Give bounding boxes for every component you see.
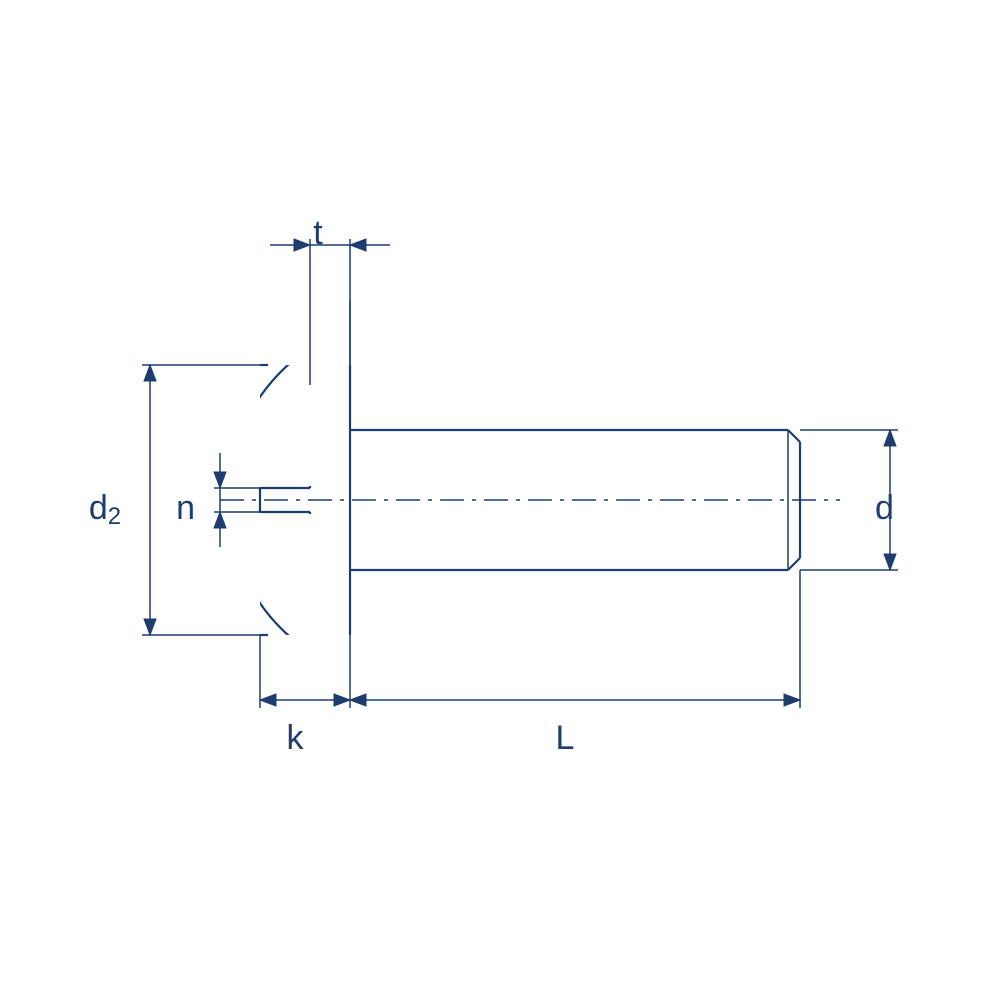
svg-text:d2: d2 [89,489,121,530]
svg-text:d: d [875,489,894,527]
svg-text:L: L [556,719,575,757]
svg-text:n: n [176,489,195,527]
screw-technical-drawing: d2 d t n k L [0,0,1000,1000]
svg-text:k: k [287,719,305,757]
svg-text:t: t [313,214,323,252]
